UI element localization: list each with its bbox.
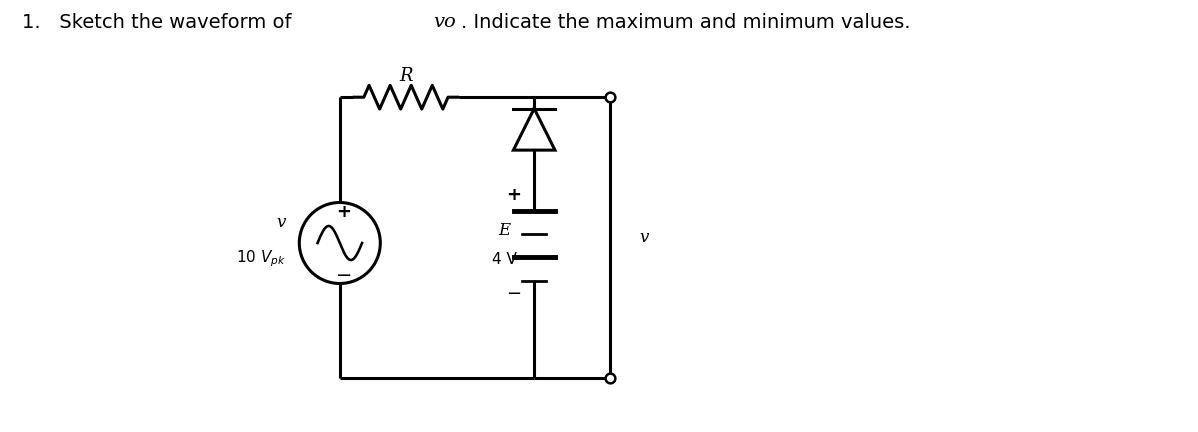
Text: . Indicate the maximum and minimum values.: . Indicate the maximum and minimum value…: [461, 13, 910, 32]
Text: vo: vo: [434, 13, 456, 31]
Text: +: +: [337, 203, 352, 221]
Text: 10 $V_{pk}$: 10 $V_{pk}$: [236, 248, 286, 269]
Text: −: −: [335, 266, 352, 285]
Text: 1.   Sketch the waveform of: 1. Sketch the waveform of: [22, 13, 297, 32]
Text: v: v: [277, 214, 286, 231]
Text: R: R: [399, 67, 412, 86]
Text: +: +: [507, 186, 521, 204]
Text: −: −: [506, 285, 521, 303]
Text: v: v: [640, 229, 649, 246]
Text: E: E: [498, 222, 510, 239]
Text: 4 V: 4 V: [492, 252, 518, 267]
